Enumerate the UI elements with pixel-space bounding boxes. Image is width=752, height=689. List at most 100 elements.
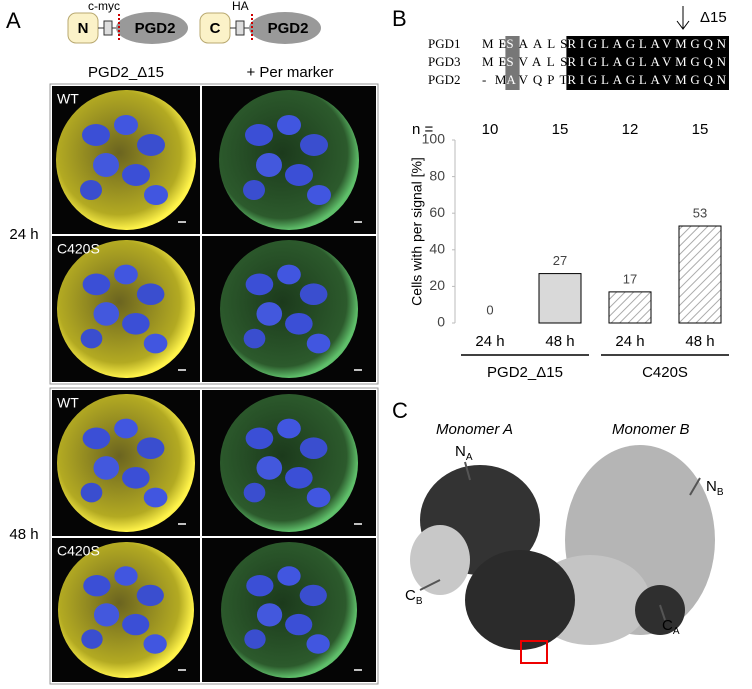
- image-label: WT: [57, 395, 79, 411]
- residue-box: [566, 36, 729, 54]
- terminus-sub: A: [466, 452, 473, 463]
- sequence-segment: VQPT: [519, 72, 568, 87]
- value-label: 17: [623, 271, 637, 286]
- image-label: C420S: [57, 241, 100, 257]
- x-tick-label: 48 h: [685, 333, 714, 350]
- epitope-label: HA: [232, 0, 249, 13]
- protoplast: [57, 240, 195, 378]
- epitope-label: c-myc: [88, 0, 120, 13]
- monomer-label: Monomer B: [612, 421, 690, 438]
- highlight-box: [520, 640, 548, 664]
- n-value: 12: [622, 121, 639, 138]
- bar: [678, 225, 722, 324]
- residue-box: [566, 54, 729, 72]
- bar: [538, 273, 582, 324]
- termini-tails: [419, 461, 701, 621]
- micrographs: [52, 86, 376, 682]
- sequence-segment: -M: [482, 72, 507, 87]
- image-label: C420S: [57, 543, 100, 559]
- protoplast: [219, 90, 359, 230]
- n-value: 10: [482, 121, 499, 138]
- y-tick-label: 0: [437, 314, 445, 330]
- protoplast: [220, 394, 358, 532]
- x-tick-label: 24 h: [615, 333, 644, 350]
- group-label: C420S: [642, 364, 688, 381]
- protoplast: [58, 542, 194, 678]
- value-label: 27: [553, 253, 567, 268]
- sequence-segment: S: [506, 54, 513, 69]
- residue-box: [505, 54, 520, 72]
- protein-label: PGD2: [268, 20, 309, 37]
- arrow-label: Δ15: [700, 9, 727, 26]
- terminus-label: CB: [405, 587, 423, 607]
- y-tick-label: 20: [429, 277, 445, 293]
- sequence-segment: A: [506, 72, 516, 87]
- terminus-label: CA: [662, 617, 680, 637]
- x-tick-label: 48 h: [545, 333, 574, 350]
- tag-label: N: [78, 20, 89, 37]
- sequence-segment: S: [506, 36, 513, 51]
- monomer-a: [635, 585, 685, 635]
- protein-label: PGD2: [135, 20, 176, 37]
- epitope-box: [103, 20, 113, 36]
- residue-box: [505, 36, 520, 54]
- terminus-label: NB: [706, 478, 724, 498]
- n-label: n =: [412, 121, 434, 138]
- terminus-base: N: [706, 478, 717, 495]
- sequence-segment: ME: [482, 36, 506, 51]
- group-label: PGD2_Δ15: [487, 364, 563, 381]
- terminus-base: C: [405, 587, 416, 604]
- protoplast: [220, 240, 358, 378]
- protein: [249, 12, 321, 44]
- monomer-b: [410, 525, 470, 595]
- terminus-sub: B: [717, 487, 724, 498]
- sequence-name: PGD3: [428, 54, 461, 69]
- protoplast: [56, 90, 196, 230]
- x-tick-label: 24 h: [475, 333, 504, 350]
- terminus-base: C: [662, 617, 673, 634]
- n-value: 15: [552, 121, 569, 138]
- terminus-sub: A: [673, 626, 680, 637]
- monomer-label: Monomer A: [436, 421, 513, 438]
- residue-box: [566, 72, 729, 90]
- sequence-name: PGD1: [428, 36, 461, 51]
- tag-label: C: [210, 20, 221, 37]
- construct: N c-myc PGD2: [67, 0, 188, 44]
- terminus-label: NA: [455, 443, 473, 463]
- protein: [116, 12, 188, 44]
- image-label: WT: [57, 91, 79, 107]
- column-header: + Per marker: [246, 64, 333, 81]
- construct: C HA PGD2: [199, 0, 321, 44]
- n-value: 15: [692, 121, 709, 138]
- terminus-sub: B: [416, 596, 423, 607]
- protoplast: [57, 394, 195, 532]
- structure: [410, 445, 715, 664]
- value-label: 53: [693, 205, 707, 220]
- y-tick-label: 60: [429, 204, 445, 220]
- y-tick-label: 80: [429, 167, 445, 183]
- row-label: 48 h: [9, 526, 38, 543]
- row-label: 24 h: [9, 226, 38, 243]
- terminus-base: N: [455, 443, 466, 460]
- panel-label: B: [392, 6, 407, 31]
- residue-box: [505, 72, 520, 90]
- sequence-segment: AALS: [519, 36, 568, 51]
- protoplast: [221, 542, 357, 678]
- sequence-segment: ME: [482, 54, 506, 69]
- epitope-box: [235, 20, 245, 36]
- column-header: PGD2_Δ15: [88, 64, 164, 81]
- sequence-segment: VALS: [519, 54, 568, 69]
- bar: [608, 291, 652, 324]
- sequence-name: PGD2: [428, 72, 461, 87]
- y-tick-label: 100: [422, 131, 446, 147]
- value-label: 0: [486, 302, 493, 317]
- panel-label: A: [6, 8, 21, 33]
- y-axis-label: Cells with per signal [%]: [409, 157, 425, 306]
- monomer-a: [465, 550, 575, 650]
- panel-label: C: [392, 398, 408, 423]
- arrow-head: [676, 20, 690, 30]
- y-tick-label: 40: [429, 241, 445, 257]
